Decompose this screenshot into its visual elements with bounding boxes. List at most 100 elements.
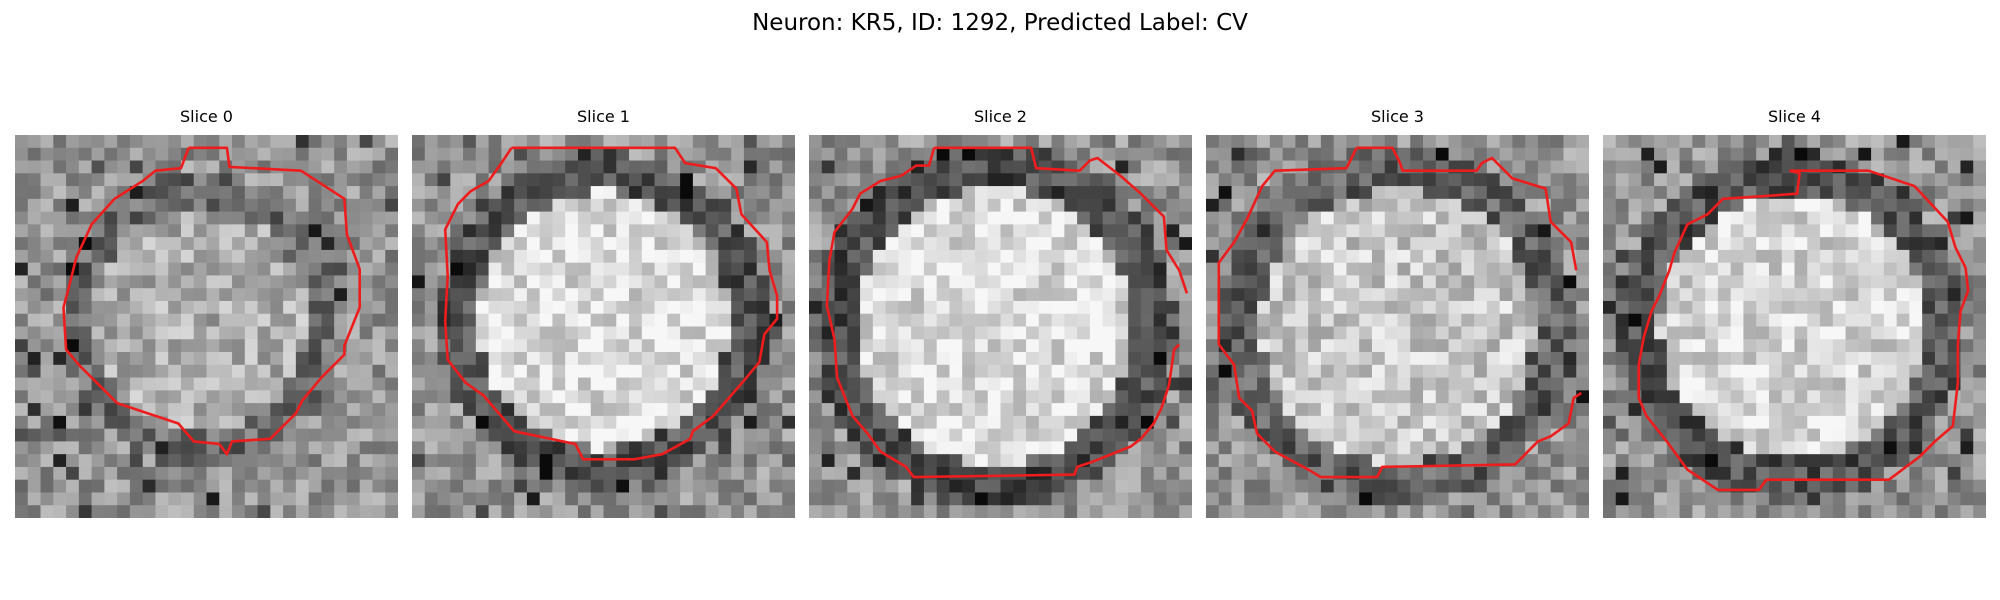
image-pixel (1064, 364, 1078, 378)
image-pixel (949, 492, 963, 506)
image-pixel (1359, 135, 1373, 149)
image-pixel (590, 186, 604, 200)
image-pixel (1206, 415, 1220, 430)
image-pixel (1448, 135, 1462, 149)
image-pixel (962, 428, 976, 442)
image-pixel (1576, 211, 1589, 225)
image-pixel (821, 505, 835, 518)
image-pixel (1525, 352, 1539, 366)
image-pixel (1371, 326, 1386, 340)
image-pixel (1359, 326, 1373, 340)
image-pixel (860, 403, 874, 417)
image-pixel (1947, 275, 1961, 289)
image-pixel (1269, 454, 1283, 468)
image-pixel (283, 224, 297, 238)
image-pixel (718, 160, 732, 174)
image-pixel (1666, 377, 1680, 391)
image-pixel (1628, 160, 1642, 174)
image-pixel (308, 428, 322, 442)
image-pixel (923, 505, 938, 518)
image-pixel (872, 288, 886, 302)
image-pixel (552, 173, 566, 187)
image-pixel (616, 492, 630, 506)
image-pixel (385, 428, 398, 442)
image-pixel (577, 441, 592, 455)
image-pixel (1474, 249, 1488, 264)
image-pixel (1308, 492, 1322, 506)
image-pixel (756, 390, 770, 404)
image-pixel (1666, 147, 1680, 161)
image-pixel (232, 237, 246, 251)
image-pixel (1128, 492, 1142, 506)
image-pixel (539, 505, 553, 518)
image-pixel (552, 224, 566, 238)
image-pixel (1730, 441, 1744, 455)
image-pixel (1077, 249, 1091, 264)
image-pixel (603, 262, 617, 276)
image-pixel (1832, 454, 1846, 468)
image-pixel (641, 135, 655, 149)
image-pixel (1397, 415, 1411, 430)
image-pixel (1333, 275, 1347, 289)
image-pixel (1525, 262, 1539, 276)
image-pixel (1371, 403, 1386, 417)
image-pixel (1257, 492, 1271, 506)
image-pixel (756, 441, 770, 455)
image-pixel (654, 147, 668, 161)
image-pixel (577, 262, 592, 276)
image-pixel (1013, 339, 1027, 353)
image-pixel (1371, 339, 1386, 353)
image-pixel (1871, 237, 1885, 251)
image-pixel (1807, 224, 1821, 238)
image-pixel (654, 288, 668, 302)
image-pixel (1038, 505, 1052, 518)
image-pixel (1077, 262, 1091, 276)
image-pixel (372, 364, 386, 378)
image-pixel (1871, 275, 1885, 289)
image-pixel (1384, 135, 1398, 149)
image-pixel (911, 377, 925, 391)
image-pixel (1384, 377, 1398, 391)
image-pixel (654, 275, 668, 289)
image-pixel (1641, 198, 1655, 212)
image-pixel (270, 390, 284, 404)
image-pixel (1960, 198, 1974, 212)
image-pixel (590, 224, 604, 238)
image-pixel (1525, 224, 1539, 238)
image-pixel (692, 428, 707, 442)
image-pixel (270, 326, 284, 340)
image-pixel (321, 377, 335, 391)
image-pixel (1705, 275, 1719, 289)
image-pixel (27, 173, 41, 187)
image-pixel (1537, 505, 1552, 518)
image-pixel (974, 249, 989, 264)
image-pixel (1525, 428, 1539, 442)
image-pixel (1474, 364, 1488, 378)
image-pixel (66, 415, 80, 430)
image-pixel (667, 186, 681, 200)
image-pixel (1359, 275, 1373, 289)
image-pixel (1730, 135, 1744, 149)
image-pixel (1089, 147, 1104, 161)
image-pixel (180, 160, 195, 174)
image-pixel (603, 186, 617, 200)
image-pixel (1934, 275, 1949, 289)
image-pixel (1858, 288, 1872, 302)
image-pixel (168, 492, 182, 506)
image-pixel (949, 173, 963, 187)
image-pixel (1896, 224, 1910, 238)
image-pixel (1206, 352, 1220, 366)
image-pixel (1257, 364, 1271, 378)
image-pixel (577, 249, 592, 264)
image-pixel (334, 313, 348, 327)
image-pixel (501, 364, 515, 378)
image-pixel (91, 326, 105, 340)
image-pixel (1973, 211, 1986, 225)
image-pixel (168, 364, 182, 378)
image-pixel (1269, 237, 1283, 251)
image-pixel (565, 377, 579, 391)
image-pixel (334, 403, 348, 417)
image-pixel (1435, 441, 1449, 455)
image-pixel (1960, 173, 1974, 187)
image-pixel (27, 262, 41, 276)
